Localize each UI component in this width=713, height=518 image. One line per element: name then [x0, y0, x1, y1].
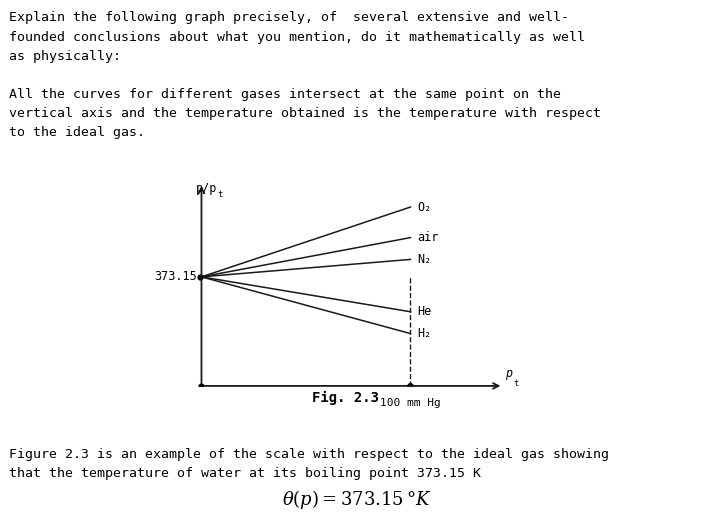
Text: p/p: p/p	[195, 182, 217, 195]
Text: t: t	[513, 379, 519, 388]
Text: 373.15: 373.15	[155, 270, 197, 283]
Text: founded conclusions about what you mention, do it mathematically as well: founded conclusions about what you menti…	[9, 31, 585, 44]
Text: N₂: N₂	[418, 253, 432, 266]
Text: vertical axis and the temperature obtained is the temperature with respect: vertical axis and the temperature obtain…	[9, 107, 600, 120]
Text: H₂: H₂	[418, 327, 432, 340]
Text: p: p	[505, 367, 512, 380]
Text: O₂: O₂	[418, 200, 432, 213]
Text: as physically:: as physically:	[9, 50, 120, 63]
Text: to the ideal gas.: to the ideal gas.	[9, 126, 145, 139]
Text: He: He	[418, 305, 432, 318]
Text: Explain the following graph precisely, of  several extensive and well-: Explain the following graph precisely, o…	[9, 11, 568, 24]
Text: 100 mm Hg: 100 mm Hg	[380, 398, 441, 408]
Text: All the curves for different gases intersect at the same point on the: All the curves for different gases inter…	[9, 88, 560, 101]
Text: air: air	[418, 231, 439, 244]
Text: Figure 2.3 is an example of the scale with respect to the ideal gas showing: Figure 2.3 is an example of the scale wi…	[9, 448, 609, 461]
Text: t: t	[217, 190, 222, 198]
Text: that the temperature of water at its boiling point 373.15 K: that the temperature of water at its boi…	[9, 467, 481, 480]
Text: Fig. 2.3: Fig. 2.3	[312, 391, 379, 405]
Text: $\theta(p) = 373.15\,°K$: $\theta(p) = 373.15\,°K$	[282, 488, 431, 511]
